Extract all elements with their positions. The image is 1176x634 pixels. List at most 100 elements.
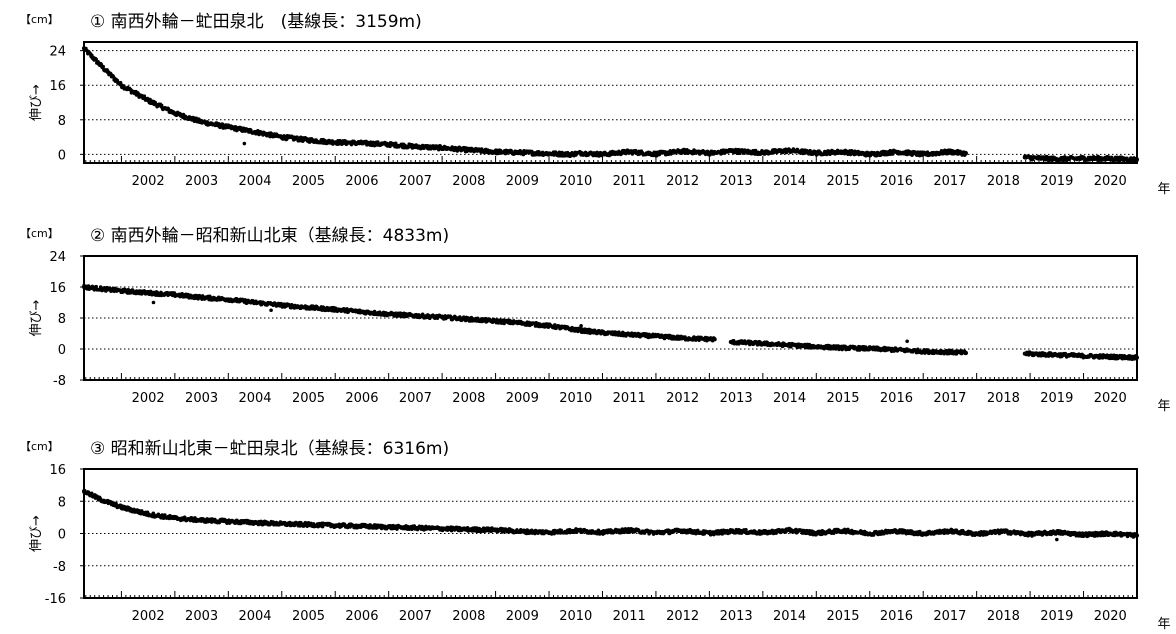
y-tick-label: 0 xyxy=(58,528,66,543)
data-point xyxy=(306,138,311,143)
y-tick-label: 16 xyxy=(49,463,66,478)
x-tick-label: 2002 xyxy=(132,609,165,624)
x-tick-label: 2015 xyxy=(826,391,859,406)
outlier-point xyxy=(269,308,273,313)
chart-title: ① 南西外輪－虻田泉北 (基線長：3159m) xyxy=(90,12,422,32)
x-tick-label: 2011 xyxy=(613,609,646,624)
x-tick-label: 2018 xyxy=(987,174,1020,189)
data-point xyxy=(440,315,445,320)
data-point xyxy=(947,149,952,154)
data-point xyxy=(547,151,552,156)
data-point xyxy=(1054,352,1059,357)
data-point xyxy=(306,305,311,310)
data-point xyxy=(466,148,471,153)
data-point xyxy=(760,341,765,346)
data-point xyxy=(712,151,717,156)
data-point xyxy=(520,150,525,155)
chart-panel-3: 【cm】 ③ 昭和新山北東－虻田泉北（基線長：6316m) 伸び→ -16 -8 0 8 16… xyxy=(20,439,1171,632)
data-point xyxy=(867,152,872,157)
data-point xyxy=(493,149,498,154)
x-tick-label: 2003 xyxy=(185,391,218,406)
chart-panel-1: 【cm】 ① 南西外輪－虻田泉北 (基線長：3159m) 伸び→ 0 8 16 24 2002… xyxy=(20,12,1171,197)
y-tick-label: -8 xyxy=(53,374,66,389)
data-point xyxy=(600,152,605,157)
x-tick-label: 2016 xyxy=(880,391,913,406)
x-tick-label: 2008 xyxy=(452,609,485,624)
x-tick-label: 2006 xyxy=(345,174,378,189)
data-point xyxy=(583,150,588,155)
series-points xyxy=(82,283,1139,361)
x-tick-label: 2009 xyxy=(506,174,539,189)
data-point xyxy=(359,309,364,314)
data-point xyxy=(963,151,968,156)
data-point xyxy=(947,350,952,355)
data-point xyxy=(728,340,733,345)
data-point xyxy=(1135,157,1139,162)
plot-frame xyxy=(83,255,1138,381)
data-point xyxy=(172,111,177,116)
y-tick-label: 8 xyxy=(58,495,66,510)
x-axis-label: 年 xyxy=(1157,182,1170,197)
x-tick-label: 2013 xyxy=(720,391,753,406)
data-point xyxy=(466,317,471,322)
data-point xyxy=(146,98,151,103)
data-point xyxy=(787,343,792,348)
x-tick-label: 2014 xyxy=(773,391,806,406)
data-point xyxy=(712,337,717,342)
chart-title: ③ 昭和新山北東－虻田泉北（基線長：6316m) xyxy=(90,439,449,459)
x-tick-label: 2006 xyxy=(345,391,378,406)
y-tick-label: 8 xyxy=(58,312,66,327)
data-point xyxy=(627,149,632,154)
data-point xyxy=(1108,156,1113,161)
x-tick-label: 2016 xyxy=(880,174,913,189)
x-tick-label: 2010 xyxy=(559,174,592,189)
data-point xyxy=(728,148,733,153)
x-tick-label: 2003 xyxy=(185,609,218,624)
data-point xyxy=(600,330,605,335)
data-point xyxy=(386,312,391,317)
x-tick-label: 2019 xyxy=(1040,391,1073,406)
data-point xyxy=(1108,354,1113,359)
x-tick-label: 2012 xyxy=(666,609,699,624)
x-tick-label: 2002 xyxy=(132,174,165,189)
data-point xyxy=(963,350,968,355)
x-tick-label: 2017 xyxy=(933,391,966,406)
x-tick-label: 2011 xyxy=(613,391,646,406)
data-point xyxy=(226,125,231,130)
y-axis-label: 伸び→ xyxy=(29,299,44,336)
x-tick-label: 2015 xyxy=(826,174,859,189)
data-point xyxy=(841,149,846,154)
data-point xyxy=(493,319,498,324)
data-point xyxy=(579,151,584,156)
x-tick-label: 2009 xyxy=(506,391,539,406)
data-point xyxy=(82,285,86,289)
y-tick-label: 8 xyxy=(58,114,66,129)
y-axis-label: 伸び→ xyxy=(29,515,44,552)
data-point xyxy=(1081,353,1086,358)
x-tick-label: 2019 xyxy=(1040,174,1073,189)
data-point xyxy=(653,334,658,339)
y-tick-label: 16 xyxy=(49,281,66,296)
data-point xyxy=(440,145,445,150)
unit-label: 【cm】 xyxy=(20,13,59,26)
data-point xyxy=(1054,157,1059,162)
outlier-point xyxy=(151,300,156,305)
chart-title: ② 南西外輪－昭和新山北東（基線長：4833m) xyxy=(90,226,449,246)
y-tick-label: -8 xyxy=(53,560,66,575)
x-tick-label: 2008 xyxy=(452,391,485,406)
data-point xyxy=(814,344,819,349)
plot-frame xyxy=(83,41,1138,164)
data-point xyxy=(891,152,895,156)
data-point xyxy=(680,149,685,154)
series-points xyxy=(82,488,1139,542)
data-point xyxy=(579,328,584,333)
data-point xyxy=(413,313,418,318)
x-tick-label: 2007 xyxy=(399,391,432,406)
x-tick-label: 2014 xyxy=(773,609,806,624)
outlier-point xyxy=(242,141,247,146)
data-point xyxy=(119,83,124,88)
data-point xyxy=(1022,351,1027,356)
outlier-point xyxy=(579,323,583,328)
y-tick-label: 0 xyxy=(58,343,66,358)
